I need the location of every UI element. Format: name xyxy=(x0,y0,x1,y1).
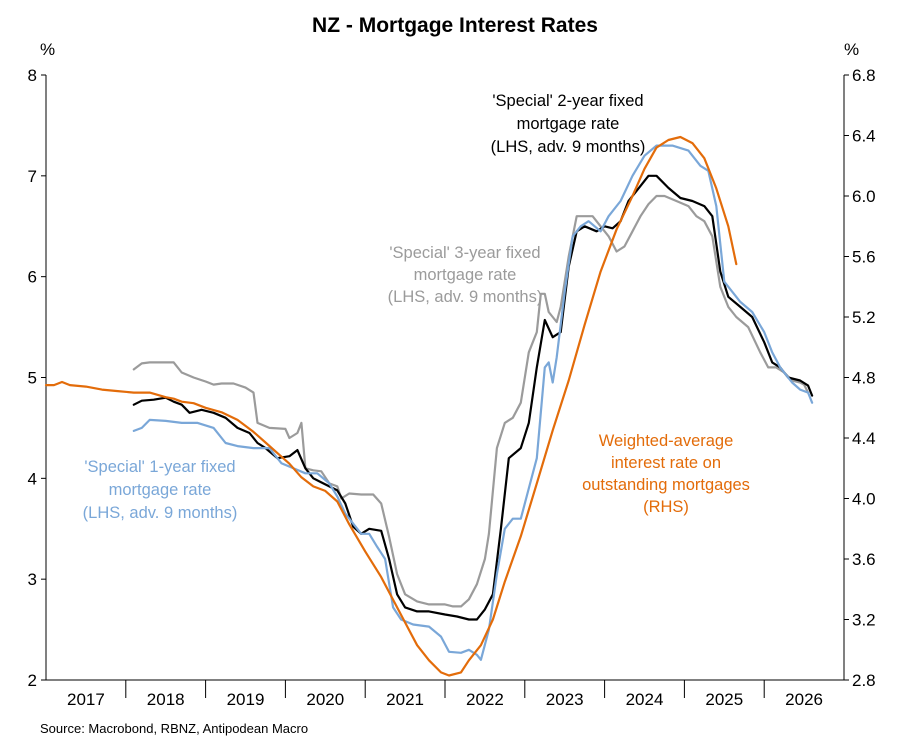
right-tick-label: 6.8 xyxy=(852,66,876,85)
x-tick-label: 2017 xyxy=(67,690,105,709)
right-tick-label: 2.8 xyxy=(852,671,876,690)
series-two-year-line xyxy=(132,174,814,621)
left-tick-label: 6 xyxy=(28,268,37,287)
right-tick-label: 4.8 xyxy=(852,369,876,388)
annotation-two-year-line-2: mortgage rate xyxy=(517,115,620,133)
left-tick-label: 4 xyxy=(28,469,37,488)
annotation-one-year: 'Special' 1-year fixed mortgage rate (LH… xyxy=(83,458,238,522)
annotation-one-year-line-2: mortgage rate xyxy=(109,481,212,499)
left-tick-label: 7 xyxy=(28,167,37,186)
x-tick-label: 2024 xyxy=(626,690,664,709)
left-tick-label: 2 xyxy=(28,671,37,690)
annotation-weighted-avg-line-2: interest rate on xyxy=(611,454,721,472)
x-tick-label: 2023 xyxy=(546,690,584,709)
annotation-two-year-line-3: (LHS, adv. 9 months) xyxy=(491,138,646,156)
x-axis-ticks: 2017 2018 2019 2020 2021 2022 2023 2024 2025 2026 xyxy=(67,680,823,709)
right-tick-label: 4.4 xyxy=(852,429,876,448)
left-tick-label: 8 xyxy=(28,66,37,85)
annotation-weighted-avg-line-1: Weighted-average xyxy=(599,432,734,450)
left-axis-ticks: 2 3 4 5 6 7 8 xyxy=(28,66,46,690)
x-tick-label: 2019 xyxy=(227,690,265,709)
x-tick-label: 2022 xyxy=(466,690,504,709)
left-tick-label: 3 xyxy=(28,570,37,589)
x-tick-label: 2021 xyxy=(386,690,424,709)
annotation-weighted-avg: Weighted-average interest rate on outsta… xyxy=(582,432,750,516)
annotation-three-year-line-2: mortgage rate xyxy=(414,266,517,284)
right-axis-ticks: 2.8 3.2 3.6 4.0 4.4 4.8 5.2 5.6 6.0 6.4 6.8 xyxy=(844,66,876,690)
series-one-year-line xyxy=(132,144,814,661)
right-tick-label: 5.6 xyxy=(852,248,876,267)
plot-frame xyxy=(45,75,845,681)
x-tick-label: 2025 xyxy=(705,690,743,709)
left-axis-unit: % xyxy=(40,40,55,59)
chart-title: NZ - Mortgage Interest Rates xyxy=(312,14,598,37)
series-lines xyxy=(44,135,814,677)
annotation-one-year-line-3: (LHS, adv. 9 months) xyxy=(83,504,238,522)
right-tick-label: 6.0 xyxy=(852,187,876,206)
annotation-three-year-line-1: 'Special' 3-year fixed xyxy=(389,244,540,262)
x-tick-label: 2026 xyxy=(785,690,823,709)
right-tick-label: 3.2 xyxy=(852,611,876,630)
x-tick-label: 2018 xyxy=(147,690,185,709)
right-tick-label: 4.0 xyxy=(852,490,876,509)
right-tick-label: 5.2 xyxy=(852,308,876,327)
source-note: Source: Macrobond, RBNZ, Antipodean Macr… xyxy=(40,721,308,736)
annotation-weighted-avg-line-4: (RHS) xyxy=(643,498,689,516)
series-weighted-avg-line xyxy=(44,135,738,677)
x-tick-label: 2020 xyxy=(306,690,344,709)
series-three-year-line xyxy=(132,194,810,608)
annotation-three-year-line-3: (LHS, adv. 9 months) xyxy=(388,288,543,306)
right-tick-label: 6.4 xyxy=(852,127,876,146)
annotation-two-year-line-1: 'Special' 2-year fixed xyxy=(492,92,643,110)
annotation-two-year: 'Special' 2-year fixed mortgage rate (LH… xyxy=(491,92,646,156)
right-axis-unit: % xyxy=(844,40,859,59)
right-tick-label: 3.6 xyxy=(852,550,876,569)
annotation-three-year: 'Special' 3-year fixed mortgage rate (LH… xyxy=(388,244,543,306)
left-tick-label: 5 xyxy=(28,369,37,388)
annotation-one-year-line-1: 'Special' 1-year fixed xyxy=(84,458,235,476)
annotation-weighted-avg-line-3: outstanding mortgages xyxy=(582,476,750,494)
